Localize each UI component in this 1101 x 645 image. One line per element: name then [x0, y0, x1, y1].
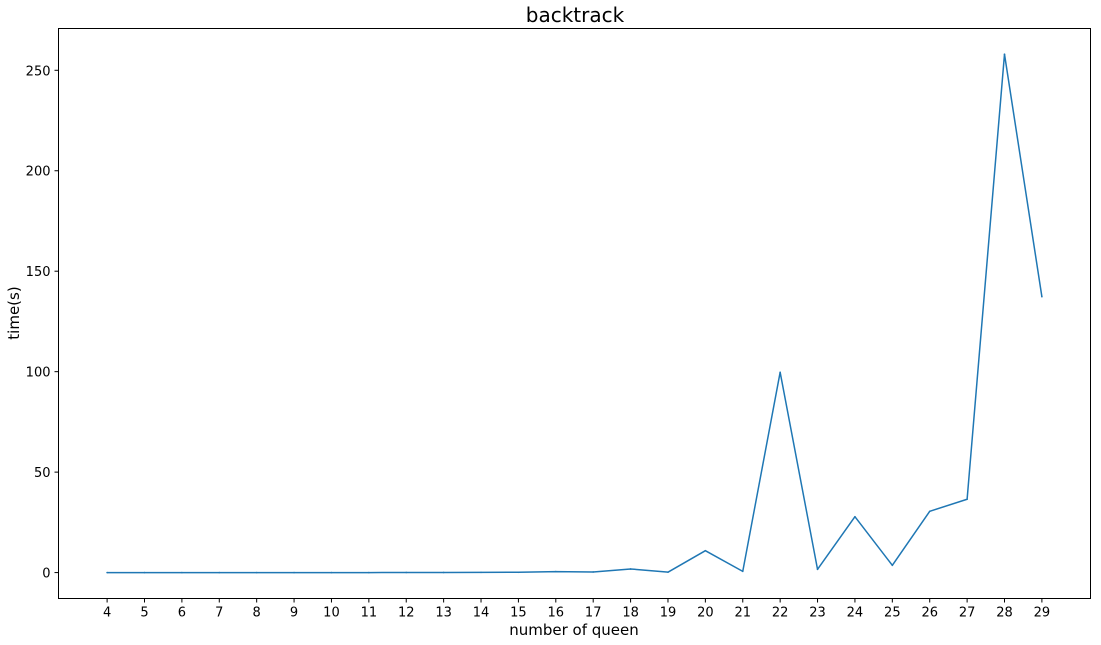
x-tick-label: 12 — [398, 606, 415, 621]
y-tick-label: 0 — [42, 567, 50, 582]
data-point — [966, 498, 968, 501]
x-tick-label: 4 — [103, 606, 111, 621]
data-point — [405, 571, 408, 574]
x-tick-label: 17 — [585, 606, 602, 621]
x-tick-label: 22 — [772, 606, 789, 621]
x-tick-label: 21 — [734, 606, 751, 621]
x-tick-label: 19 — [660, 606, 677, 621]
x-tick-label: 13 — [435, 606, 452, 621]
x-tick-label: 27 — [959, 606, 976, 621]
x-tick-label: 6 — [178, 606, 186, 621]
data-point — [891, 564, 894, 567]
data-point — [816, 568, 819, 571]
y-tick-label: 200 — [26, 165, 51, 180]
data-point — [1003, 53, 1006, 56]
data-point — [928, 510, 931, 513]
x-tick-label: 15 — [510, 606, 527, 621]
series-line — [107, 53, 1043, 574]
x-tick-label: 29 — [1034, 606, 1051, 621]
data-point — [667, 571, 669, 573]
x-tick-label: 24 — [847, 606, 864, 621]
data-point — [143, 571, 146, 574]
data-point — [480, 571, 482, 574]
data-point — [106, 571, 108, 574]
x-axis-label: number of queen — [509, 621, 639, 639]
y-tick-label: 50 — [34, 466, 51, 481]
data-point — [629, 568, 632, 570]
x-tick-label: 23 — [809, 606, 826, 621]
data-point — [555, 570, 557, 573]
data-point — [442, 571, 445, 574]
y-tick-label: 250 — [26, 64, 51, 79]
data-point — [741, 570, 744, 573]
data-point — [517, 571, 520, 574]
x-tick-label: 16 — [548, 606, 565, 621]
x-tick-label: 25 — [884, 606, 901, 621]
data-point — [181, 571, 183, 574]
data-point — [330, 571, 333, 574]
data-point — [854, 515, 856, 518]
x-tick-label: 18 — [622, 606, 639, 621]
x-tick-label: 28 — [996, 606, 1013, 621]
data-point — [293, 571, 295, 574]
x-axis: 4 5 6 7 8 9 10 11 12 13 14 15 16 17 18 19 20 21 22 23 24 25 26… — [103, 598, 1051, 621]
data-point — [218, 571, 221, 574]
y-axis-label: time(s) — [5, 286, 23, 339]
y-tick-label: 100 — [26, 366, 51, 381]
data-point — [368, 571, 370, 574]
data-point — [255, 571, 258, 574]
x-tick-label: 9 — [290, 606, 298, 621]
x-tick-label: 5 — [140, 606, 148, 621]
x-tick-label: 8 — [253, 606, 261, 621]
plot-frame — [58, 28, 1091, 599]
y-axis: 0 50 100 150 200 250 — [26, 64, 59, 582]
x-tick-label: 14 — [473, 606, 490, 621]
x-tick-label: 10 — [323, 606, 340, 621]
x-tick-label: 11 — [361, 606, 378, 621]
x-tick-label: 20 — [697, 606, 714, 621]
data-point — [1041, 295, 1043, 298]
chart-title: backtrack — [526, 3, 625, 27]
data-point — [779, 371, 781, 374]
x-tick-label: 7 — [215, 606, 223, 621]
data-point — [592, 571, 594, 573]
x-tick-label: 26 — [921, 606, 938, 621]
series-group — [106, 53, 1043, 574]
data-point — [704, 549, 707, 552]
y-tick-label: 150 — [26, 265, 51, 280]
